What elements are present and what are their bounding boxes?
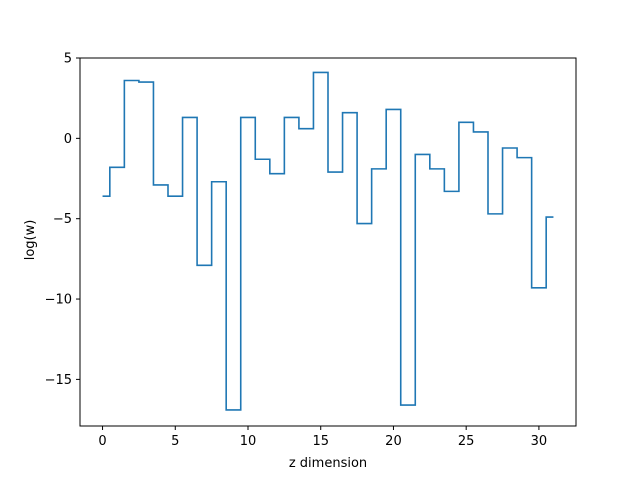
plot-area [102,71,554,411]
series-line [102,71,554,411]
x-tick-label: 30 [531,434,548,449]
y-tick-label: −10 [45,293,72,308]
y-tick-label: 5 [64,52,72,67]
y-axis-label: log(w) [23,220,38,261]
axes: 0 5 10 15 20 25 30 −15 −10 −5 0 5 [45,52,577,449]
x-axis-label: z dimension [289,456,367,471]
x-tick-label: 20 [385,434,402,449]
x-tick-label: 25 [458,434,475,449]
x-tick-label: 0 [98,434,106,449]
y-tick-label: 0 [64,132,72,147]
axes-frame [79,57,577,427]
x-tick-label: 15 [312,434,329,449]
y-tick-label: −5 [53,212,72,227]
y-tick-label: −15 [45,373,72,388]
x-tick-label: 10 [240,434,257,449]
x-tick-label: 5 [171,434,179,449]
